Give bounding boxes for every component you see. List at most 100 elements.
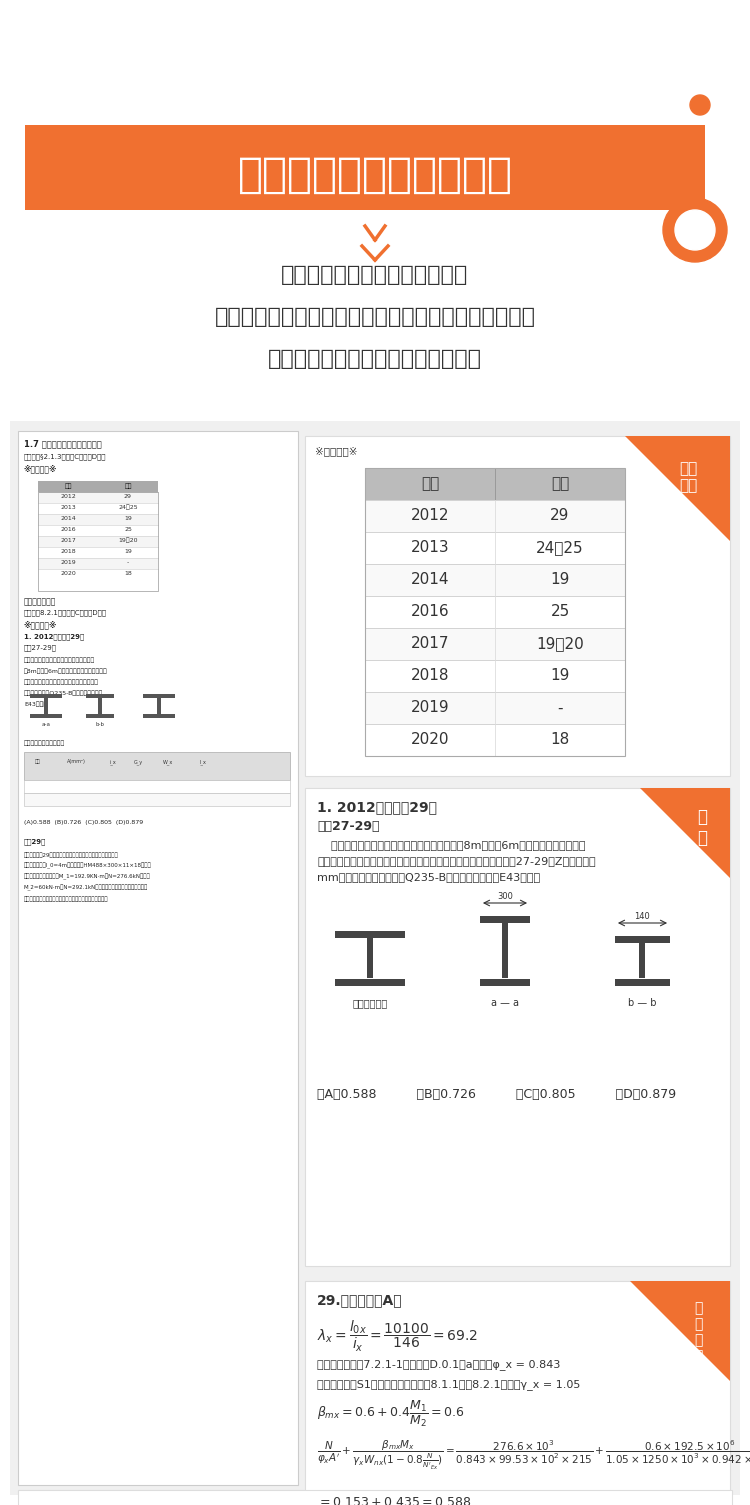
Text: 2012: 2012 — [60, 494, 76, 500]
Bar — [365, 468, 625, 756]
Bar — [365, 692, 625, 724]
Text: 2017: 2017 — [60, 537, 76, 543]
Text: 将钢结构规范、历年真题及解析、考试考点串联在一起: 将钢结构规范、历年真题及解析、考试考点串联在一起 — [214, 307, 536, 327]
Text: （A）0.588          （B）0.726          （C）0.805          （D）0.879: （A）0.588 （B）0.726 （C）0.805 （D）0.879 — [317, 1088, 676, 1102]
Text: 题目: 题目 — [550, 477, 569, 492]
Bar — [38, 546, 158, 558]
Text: 度8m，柱距6m，采用柱下端铰接，梁有平台: 度8m，柱距6m，采用柱下端铰接，梁有平台 — [24, 668, 108, 674]
Bar — [38, 503, 158, 515]
Bar — [305, 1281, 730, 1505]
Text: 24、25: 24、25 — [536, 540, 584, 555]
Text: 2019: 2019 — [60, 560, 76, 564]
Text: 年份: 年份 — [421, 477, 440, 492]
Text: $= 0.153 + 0.435 = 0.588$: $= 0.153 + 0.435 = 0.588$ — [317, 1496, 472, 1505]
Bar — [38, 536, 158, 546]
Text: G_y: G_y — [134, 759, 142, 765]
Text: 截面等级属于S1级，根据《钢标》表8.1.1及表8.2.1细算，γ_x = 1.05: 截面等级属于S1级，根据《钢标》表8.1.1及表8.2.1细算，γ_x = 1.… — [317, 1379, 580, 1391]
Bar — [157, 698, 161, 713]
Text: $\lambda_x = \dfrac{l_{0x}}{i_x} = \dfrac{10100}{146} = 69.2$: $\lambda_x = \dfrac{l_{0x}}{i_x} = \dfra… — [317, 1318, 478, 1355]
Text: 次，柱的截面特征如下：: 次，柱的截面特征如下： — [24, 740, 65, 745]
Text: A(mm²): A(mm²) — [67, 760, 86, 765]
Text: 140: 140 — [634, 912, 650, 921]
Text: 2013: 2013 — [411, 540, 449, 555]
Text: 题
目: 题 目 — [697, 808, 707, 847]
Text: (A)0.588  (B)0.726  (C)0.805  (D)0.879: (A)0.588 (B)0.726 (C)0.805 (D)0.879 — [24, 820, 143, 825]
Polygon shape — [630, 1281, 730, 1382]
Polygon shape — [625, 436, 730, 540]
Text: 19、20: 19、20 — [536, 637, 584, 652]
Text: $\dfrac{N}{\varphi_x A'} + \dfrac{\beta_{mx} M_x}{\gamma_x W_{nx}(1-0.8\frac{N}{: $\dfrac{N}{\varphi_x A'} + \dfrac{\beta_… — [317, 1439, 750, 1472]
Text: 25: 25 — [124, 527, 132, 531]
Polygon shape — [640, 789, 730, 877]
Bar — [365, 596, 625, 628]
Bar — [38, 492, 158, 503]
Text: 真题怎么做，本书怎么讲: 真题怎么做，本书怎么讲 — [238, 154, 512, 196]
Bar — [615, 978, 670, 986]
Bar — [365, 724, 625, 756]
Bar — [18, 1490, 732, 1505]
Text: a-a: a-a — [41, 722, 50, 727]
Bar — [480, 917, 530, 923]
Text: 300: 300 — [497, 892, 513, 901]
Bar — [615, 936, 670, 944]
Bar — [367, 932, 373, 978]
Bar — [365, 468, 625, 500]
Bar — [38, 515, 158, 525]
Bar — [365, 564, 625, 596]
Text: W_x: W_x — [163, 759, 173, 765]
Text: 29: 29 — [124, 494, 132, 500]
Text: i_x: i_x — [110, 759, 116, 765]
Bar — [24, 780, 290, 793]
Text: 柱，对刚架柱还行着弯矩而手柱着稳定性验算，先之办法。: 柱，对刚架柱还行着弯矩而手柱着稳定性验算，先之办法。 — [24, 895, 109, 901]
Text: 1.7 实腹式压弯构件稳定性计算: 1.7 实腹式压弯构件稳定性计算 — [24, 439, 102, 448]
Bar — [24, 793, 290, 807]
Bar — [143, 694, 175, 698]
Text: 2018: 2018 — [60, 549, 76, 554]
Text: -: - — [127, 560, 129, 564]
Text: 题目: 题目 — [124, 483, 132, 489]
Text: 刚架计算简图: 刚架计算简图 — [352, 998, 388, 1008]
Circle shape — [663, 199, 727, 262]
Bar — [305, 789, 730, 1266]
Bar — [365, 531, 625, 564]
Text: 2014: 2014 — [411, 572, 449, 587]
Text: $\beta_{mx} = 0.6 + 0.4\dfrac{M_1}{M_2} = 0.6$: $\beta_{mx} = 0.6 + 0.4\dfrac{M_1}{M_2} … — [317, 1400, 464, 1430]
Text: 2013: 2013 — [60, 506, 76, 510]
Bar — [98, 698, 102, 713]
Bar — [365, 661, 625, 692]
Circle shape — [675, 211, 715, 250]
Text: ※真题解析※: ※真题解析※ — [24, 622, 58, 631]
Text: 常规题知领提示: 常规题知领提示 — [24, 597, 56, 607]
Bar — [0, 0, 750, 125]
Bar — [24, 752, 290, 780]
Text: 真
题
解
析: 真 题 解 析 — [694, 1300, 702, 1364]
Text: 某车间设备平台改造增加一跨，新增部分跨: 某车间设备平台改造增加一跨，新增部分跨 — [24, 658, 95, 662]
Text: 19: 19 — [124, 516, 132, 521]
Bar — [480, 978, 530, 986]
Bar — [30, 694, 62, 698]
Text: 2019: 2019 — [411, 700, 449, 715]
Text: 2018: 2018 — [411, 668, 449, 683]
Bar — [365, 628, 625, 661]
Text: 19: 19 — [550, 572, 570, 587]
Text: 【题29】: 【题29】 — [24, 838, 46, 844]
Bar — [18, 430, 298, 1485]
Text: 29.【答案】（A）: 29.【答案】（A） — [317, 1293, 403, 1306]
Bar — [335, 978, 405, 986]
Text: 年份: 年份 — [64, 483, 72, 489]
Bar — [38, 569, 158, 579]
Bar — [365, 500, 625, 531]
Text: 《钢标》§2.1.3、对应C、对应D节。: 《钢标》§2.1.3、对应C、对应D节。 — [24, 453, 106, 459]
Text: 称工字型截面，l_0=4m，受载截面HM488×300×11×18，柱截: 称工字型截面，l_0=4m，受载截面HM488×300×11×18，柱截 — [24, 862, 152, 870]
Text: 真正做到了看得懂，找得到，学得会: 真正做到了看得懂，找得到，学得会 — [268, 349, 482, 369]
Bar — [25, 125, 705, 211]
Bar — [502, 917, 508, 978]
Text: 24、25: 24、25 — [118, 504, 138, 510]
Bar — [38, 525, 158, 536]
Text: 【题27-29】: 【题27-29】 — [317, 820, 380, 832]
Text: 设计案件同题29《假定测梁无弱轴》，刚架梁及柱均采用双轴对: 设计案件同题29《假定测梁无弱轴》，刚架梁及柱均采用双轴对 — [24, 852, 118, 858]
Text: E43焊条。: E43焊条。 — [24, 701, 47, 706]
Text: 【题27-29】: 【题27-29】 — [24, 644, 57, 650]
Text: 铰接的刚架结构，平台铺板为钢格栅板，刚架: 铰接的刚架结构，平台铺板为钢格栅板，刚架 — [24, 679, 99, 685]
Text: 19: 19 — [550, 668, 570, 683]
